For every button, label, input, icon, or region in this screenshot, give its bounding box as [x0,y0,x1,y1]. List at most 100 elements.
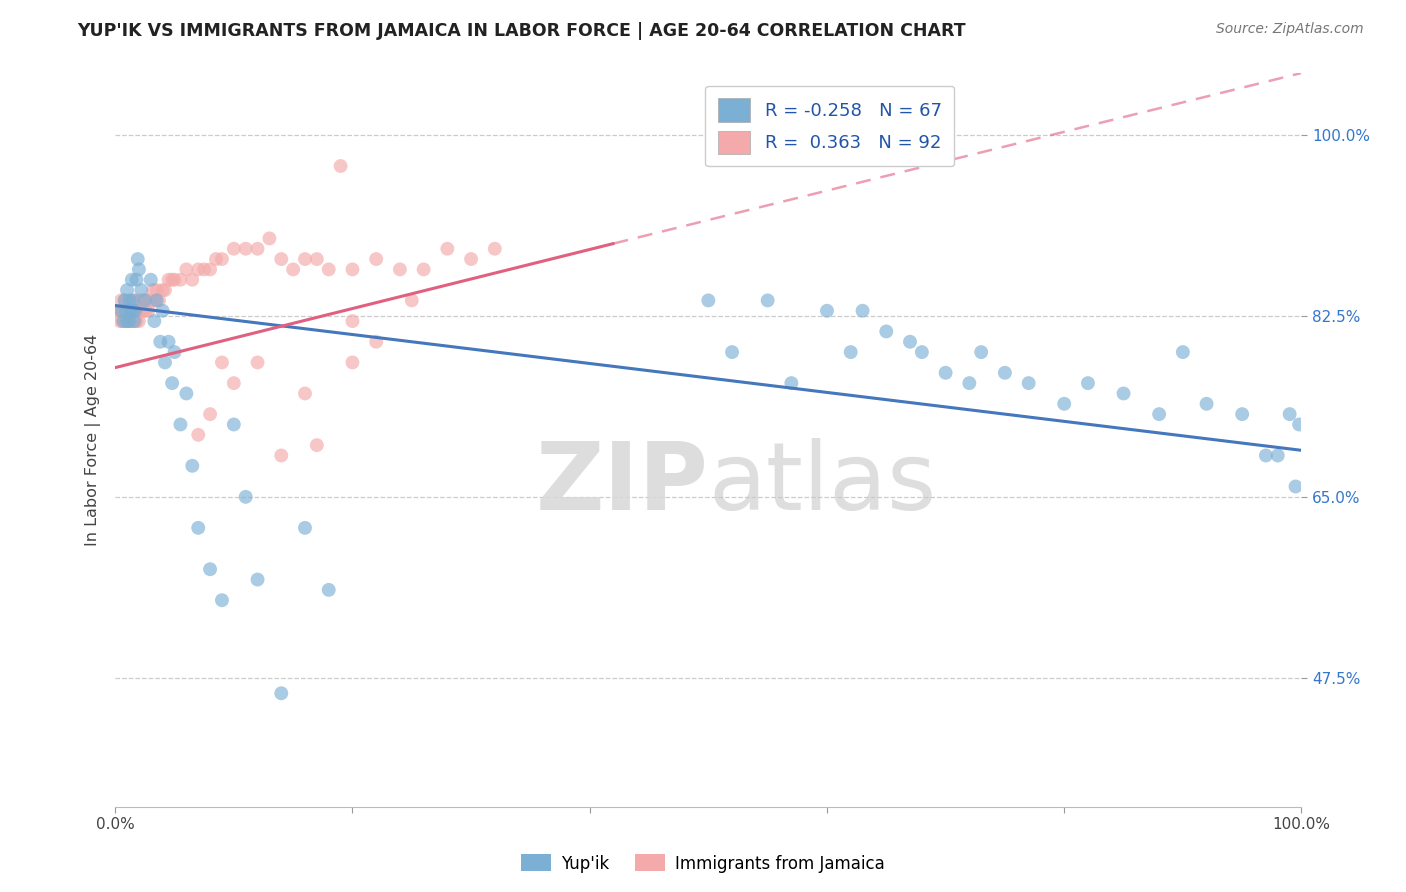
Point [118,303,141,318]
Point [246,355,269,369]
Point [401,293,423,308]
Point [235,242,257,256]
Point [211,593,233,607]
Point [305,438,328,452]
Point [118,314,141,328]
Point [318,582,340,597]
Point [1147,407,1170,421]
Point [138,303,160,318]
Point [1284,479,1306,493]
Point [193,262,215,277]
Point [198,407,221,421]
Point [131,293,153,308]
Point [134,293,156,308]
Point [211,252,233,266]
Point [145,293,167,308]
Point [342,262,364,277]
Point [129,303,152,318]
Point [118,293,141,308]
Point [115,283,138,297]
Point [294,386,316,401]
Point [815,303,838,318]
Point [110,303,132,318]
Point [270,449,292,463]
Point [484,242,506,256]
Text: YUP'IK VS IMMIGRANTS FROM JAMAICA IN LABOR FORCE | AGE 20-64 CORRELATION CHART: YUP'IK VS IMMIGRANTS FROM JAMAICA IN LAB… [77,22,966,40]
Point [281,262,304,277]
Point [157,273,180,287]
Point [970,345,993,359]
Y-axis label: In Labor Force | Age 20-64: In Labor Force | Age 20-64 [86,334,101,546]
Point [117,303,139,318]
Point [129,293,152,308]
Point [112,314,135,328]
Point [127,303,149,318]
Point [957,376,980,391]
Point [145,293,167,308]
Point [153,283,176,297]
Point [128,314,150,328]
Point [132,303,155,318]
Point [110,293,132,308]
Point [121,314,143,328]
Point [122,293,145,308]
Point [122,303,145,318]
Point [756,293,779,308]
Point [152,303,174,318]
Point [120,303,142,318]
Point [1278,407,1301,421]
Point [388,262,411,277]
Point [851,303,873,318]
Point [121,303,143,318]
Point [839,345,862,359]
Point [294,252,316,266]
Point [108,314,131,328]
Point [898,334,921,349]
Point [1288,417,1310,432]
Point [994,366,1017,380]
Point [697,293,720,308]
Point [270,252,292,266]
Point [112,314,135,328]
Point [111,314,134,328]
Point [181,273,204,287]
Point [125,303,148,318]
Point [342,314,364,328]
Point [205,252,228,266]
Point [222,376,245,391]
Point [111,303,134,318]
Point [935,366,957,380]
Point [139,273,162,287]
Point [1230,407,1253,421]
Point [114,303,136,318]
Point [122,314,145,328]
Point [160,273,183,287]
Point [118,314,141,328]
Point [135,303,157,318]
Point [129,283,152,297]
Point [153,355,176,369]
Point [1254,449,1277,463]
Point [169,417,191,432]
Point [134,293,156,308]
Point [110,303,132,318]
Point [128,303,150,318]
Point [198,262,221,277]
Point [270,686,292,700]
Point [139,293,162,308]
Point [1171,345,1194,359]
Point [115,314,138,328]
Point [1018,376,1040,391]
Point [120,314,142,328]
Point [222,242,245,256]
Point [112,303,135,318]
Point [115,303,138,318]
Point [259,231,281,245]
Point [152,283,174,297]
Point [115,303,138,318]
Point [222,417,245,432]
Point [115,314,138,328]
Point [235,490,257,504]
Point [125,314,148,328]
Point [157,334,180,349]
